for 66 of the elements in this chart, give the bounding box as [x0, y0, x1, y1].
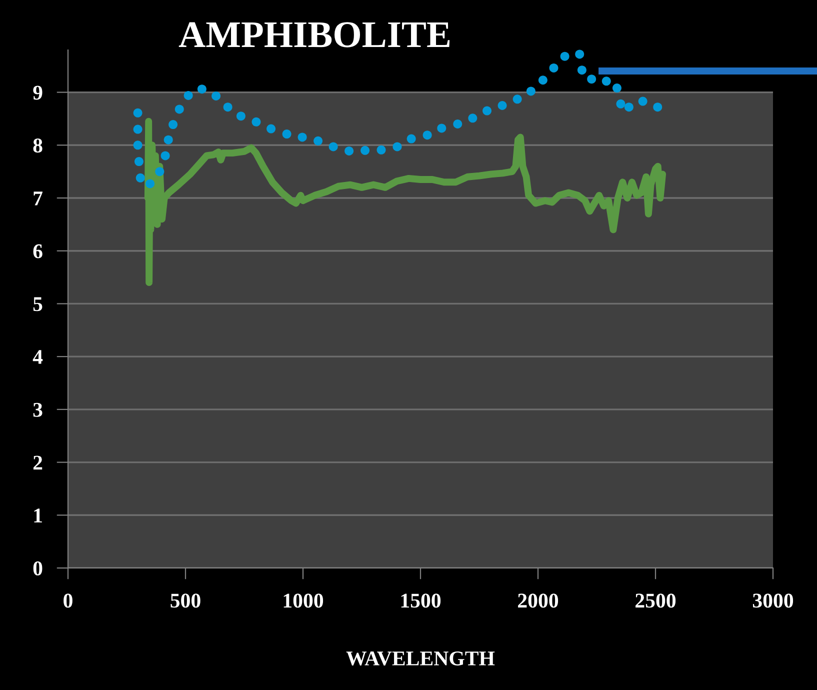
point: [616, 99, 626, 108]
chart-title: AMPHIBOLITE: [178, 22, 450, 48]
point: [298, 132, 307, 142]
point: [587, 74, 596, 84]
x-tick-label: 3000: [752, 594, 794, 608]
point: [624, 102, 634, 112]
point: [133, 124, 142, 134]
point: [526, 86, 536, 96]
y-tick-label: 0: [33, 561, 42, 576]
point: [560, 52, 570, 61]
point: [437, 124, 446, 133]
point: [653, 102, 662, 112]
point: [134, 157, 144, 166]
y-tick-label: 1: [34, 508, 42, 522]
point: [482, 106, 492, 116]
point: [575, 50, 584, 59]
point: [392, 142, 402, 152]
x-tick-label: 2000: [518, 594, 558, 608]
point: [360, 146, 370, 155]
point: [422, 130, 432, 140]
x-tick-label: 1500: [401, 594, 441, 608]
y-tick-label: 8: [33, 138, 42, 153]
point: [549, 63, 558, 72]
point: [577, 66, 586, 75]
point: [252, 117, 261, 126]
point: [344, 146, 354, 156]
point: [376, 145, 386, 154]
point: [453, 120, 462, 128]
x-axis-title: WAVELENGTH: [346, 651, 495, 666]
x-tick-label: 1000: [284, 594, 324, 608]
y-tick-label: 3: [33, 402, 42, 417]
point: [212, 91, 221, 100]
x-tick-label: 500: [170, 594, 200, 608]
point: [498, 101, 507, 110]
point: [236, 112, 246, 121]
point: [160, 151, 170, 160]
y-tick-label: 9: [33, 86, 42, 100]
point: [168, 120, 178, 130]
y-tick-label: 4: [32, 350, 43, 364]
point: [197, 84, 206, 94]
point: [468, 114, 478, 123]
point: [612, 84, 622, 93]
point: [184, 90, 193, 100]
point: [602, 76, 611, 86]
point: [406, 134, 416, 144]
point: [155, 167, 164, 176]
point: [136, 173, 145, 182]
y-tick-label: 7: [34, 192, 42, 206]
point: [223, 102, 232, 112]
y-tick-label: 2: [33, 456, 42, 470]
point: [133, 140, 142, 150]
y-tick-label: 5: [33, 297, 42, 312]
point: [638, 96, 648, 106]
point: [538, 76, 548, 85]
point: [146, 179, 155, 188]
point: [282, 130, 292, 139]
point: [328, 142, 338, 152]
point: [266, 124, 276, 134]
point: [133, 108, 142, 118]
x-tick-label: 0: [64, 594, 72, 608]
x-tick-label: 2500: [636, 594, 676, 608]
point: [174, 104, 184, 114]
point: [164, 135, 173, 144]
y-tick-label: 6: [33, 244, 42, 258]
point: [512, 94, 522, 104]
point: [314, 136, 323, 146]
